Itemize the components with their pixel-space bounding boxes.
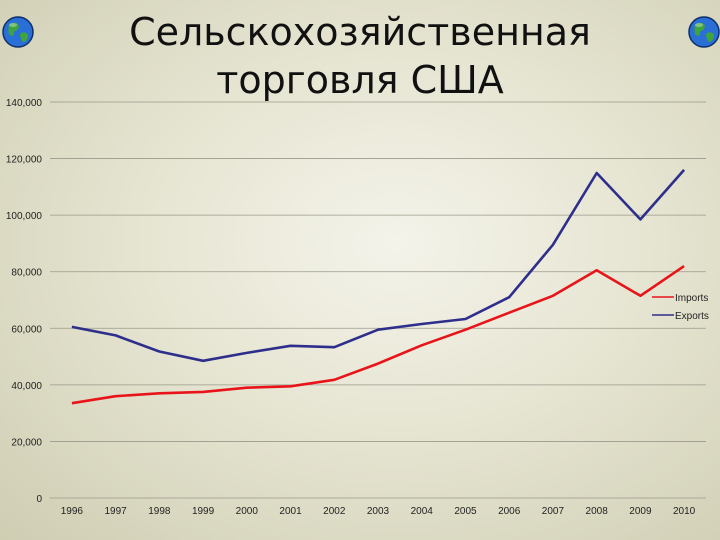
y-tick-label: 0 — [36, 494, 42, 505]
x-tick-label: 1998 — [148, 506, 171, 517]
series-line-imports — [71, 265, 685, 405]
x-tick-label: 2003 — [367, 506, 390, 517]
x-tick-label: 2006 — [498, 506, 521, 517]
x-tick-label: 1997 — [104, 506, 127, 517]
y-tick-label: 140,000 — [6, 98, 43, 109]
legend-label-imports: Imports — [675, 293, 708, 304]
globe-icon — [688, 16, 720, 48]
y-tick-label: 20,000 — [11, 437, 42, 448]
x-tick-label: 2008 — [586, 506, 609, 517]
x-tick-label: 1996 — [61, 506, 84, 517]
x-tick-label: 2001 — [279, 506, 302, 517]
y-tick-label: 100,000 — [6, 211, 43, 222]
x-tick-label: 2007 — [542, 506, 565, 517]
slide-title: Сельскохозяйственная торговля США — [129, 10, 591, 102]
y-tick-label: 40,000 — [11, 381, 42, 392]
globe-icon — [2, 16, 34, 48]
x-tick-label: 2000 — [236, 506, 259, 517]
y-tick-label: 60,000 — [11, 324, 42, 335]
x-tick-label: 2010 — [673, 506, 696, 517]
x-tick-label: 2002 — [323, 506, 346, 517]
legend-label-exports: Exports — [675, 311, 709, 322]
y-tick-label: 120,000 — [6, 155, 43, 166]
x-tick-label: 2009 — [629, 506, 652, 517]
x-tick-label: 2004 — [411, 506, 434, 517]
x-tick-label: 1999 — [192, 506, 215, 517]
series-line-exports — [71, 169, 686, 363]
y-tick-label: 80,000 — [11, 268, 42, 279]
x-tick-label: 2005 — [454, 506, 477, 517]
